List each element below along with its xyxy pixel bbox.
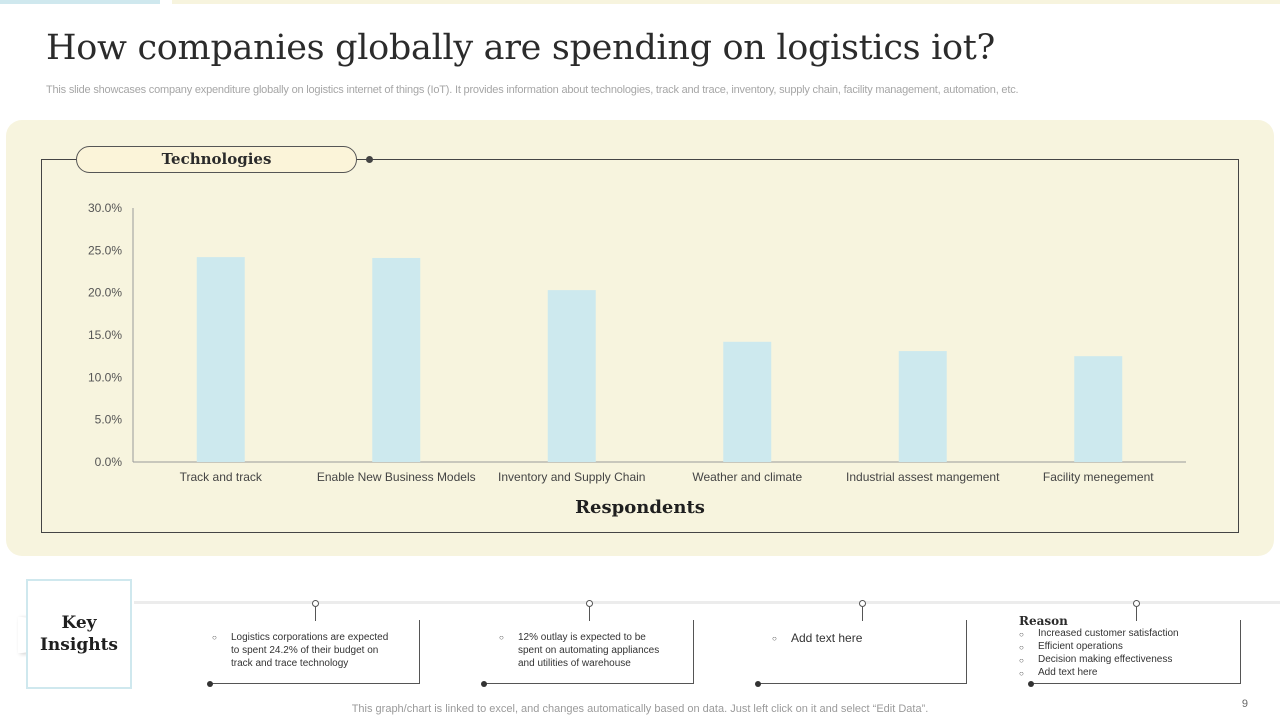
- reason-item: Efficient operations: [1038, 641, 1123, 652]
- x-tick-label: Enable New Business Models: [317, 470, 476, 484]
- insight-card-1: [211, 620, 420, 684]
- timeline-marker: [312, 600, 319, 607]
- bar-2: [372, 257, 421, 462]
- footer-note: This graph/chart is linked to excel, and…: [351, 703, 929, 715]
- bullet-icon: ○: [1019, 643, 1024, 652]
- key-insights-box: Key Insights: [26, 579, 132, 689]
- insight-text-2: 12% outlay is expected to be spent on au…: [518, 632, 660, 669]
- timeline-marker: [586, 600, 593, 607]
- timeline-marker: [1133, 600, 1140, 607]
- y-tick-label: 0.0%: [95, 455, 123, 469]
- key-insights-title: Key Insights: [39, 613, 118, 655]
- insight-card-dot: [1028, 681, 1034, 687]
- bar-5: [898, 351, 947, 462]
- top-accent-bar-right: [172, 0, 1280, 4]
- y-tick-label: 25.0%: [88, 243, 122, 257]
- chart-title: Technologies: [76, 146, 357, 173]
- reason-item: Increased customer satisfaction: [1038, 628, 1179, 639]
- top-accent-bar-left: [0, 0, 160, 4]
- timeline-stem: [315, 607, 316, 621]
- x-axis-label: Respondents: [575, 497, 705, 518]
- insight-card-dot: [481, 681, 487, 687]
- bullet-icon: ○: [1019, 630, 1024, 639]
- insight-text-3: Add text here: [791, 631, 863, 645]
- bullet-icon: ○: [212, 633, 217, 642]
- insight-card-2: [485, 620, 694, 684]
- x-tick-label: Track and track: [180, 470, 263, 484]
- y-tick-label: 5.0%: [95, 413, 123, 427]
- insight-card-4: [1032, 620, 1241, 684]
- bar-1: [196, 257, 245, 462]
- y-tick-label: 10.0%: [88, 370, 122, 384]
- bullet-icon: ○: [772, 634, 777, 643]
- insight-card-dot: [755, 681, 761, 687]
- bullet-icon: ○: [1019, 669, 1024, 678]
- bullet-icon: ○: [1019, 656, 1024, 665]
- chart-header-line: [370, 159, 1238, 160]
- bullet-icon: ○: [499, 633, 504, 642]
- insights-timeline: [134, 601, 1280, 604]
- reason-title: Reason: [1019, 614, 1068, 628]
- x-tick-label: Weather and climate: [692, 470, 802, 484]
- page-number: 9: [1241, 698, 1248, 710]
- timeline-stem: [589, 607, 590, 621]
- x-tick-label: Industrial assest mangement: [846, 470, 1000, 484]
- x-tick-label: Facility menegement: [1043, 470, 1154, 484]
- bar-6: [1074, 356, 1123, 462]
- timeline-stem: [862, 607, 863, 621]
- insight-text-1: Logistics corporations are expected to s…: [231, 632, 389, 669]
- x-tick-label: Inventory and Supply Chain: [498, 470, 645, 484]
- insight-card-dot: [207, 681, 213, 687]
- chart-header-dot: [366, 156, 373, 163]
- y-tick-label: 20.0%: [88, 286, 122, 300]
- slide-title: How companies globally are spending on l…: [46, 28, 996, 68]
- reason-item: Add text here: [1038, 667, 1098, 678]
- y-tick-label: 30.0%: [88, 201, 122, 215]
- reason-item: Decision making effectiveness: [1038, 654, 1173, 665]
- timeline-stem: [1136, 607, 1137, 621]
- y-tick-label: 15.0%: [88, 328, 122, 342]
- timeline-marker: [859, 600, 866, 607]
- insight-card-3: [759, 620, 967, 684]
- bar-4: [723, 341, 772, 462]
- slide-subtitle: This slide showcases company expenditure…: [46, 84, 1019, 96]
- bar-3: [547, 290, 596, 462]
